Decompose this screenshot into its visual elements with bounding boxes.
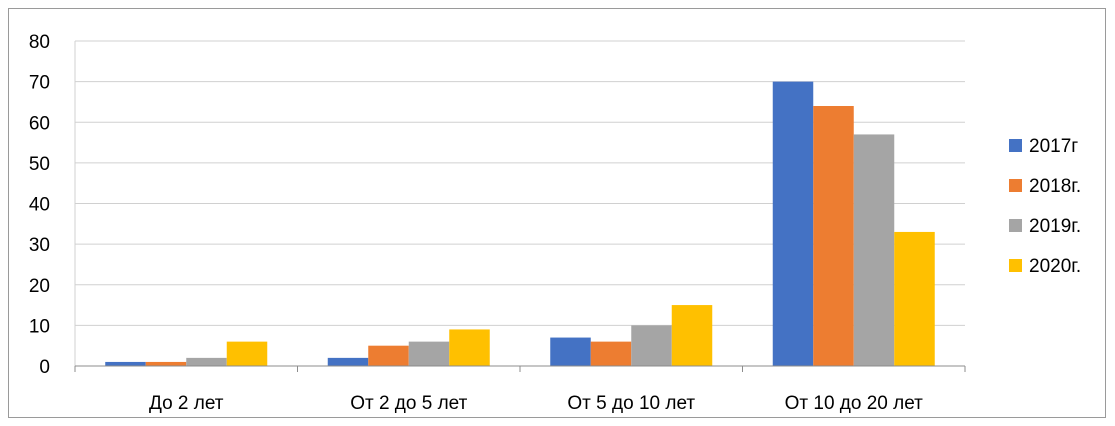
y-tick-label: 10 [29,316,50,337]
y-tick-label: 70 [29,73,50,94]
x-category-labels: До 2 лет От 2 до 5 лет От 5 до 10 лет От 10… [149,393,923,414]
bar-2018г.-До 2 лет [145,361,187,366]
y-tick-label: 80 [29,32,50,53]
bars [105,81,935,366]
legend-label: 2019г. [1029,216,1081,237]
bar-2019г.-От 2 до 5 лет [408,341,450,366]
y-tick-label: 0 [39,357,50,378]
legend-swatch [1009,139,1022,152]
bar-2020г.-До 2 лет [226,341,268,366]
y-tick-label: 40 [29,195,50,216]
axes [74,41,966,372]
bar-2017г-От 2 до 5 лет [327,357,369,366]
bar-2018г.-От 10 до 20 лет [813,106,854,366]
y-tick-label: 60 [29,113,50,134]
bar-2017г-От 10 до 20 лет [772,81,814,366]
legend-label: 2018г. [1029,176,1081,197]
legend-label: 2017г [1029,136,1078,157]
bar-2019г.-От 5 до 10 лет [631,325,672,366]
x-category-label: От 2 до 5 лет [350,393,467,414]
y-tick-label: 30 [29,235,50,256]
bar-2019г.-До 2 лет [186,357,227,366]
y-tick-labels: 0 10 20 30 40 50 60 70 80 [29,32,50,378]
legend-label: 2020г. [1029,256,1081,277]
x-category-label: От 10 до 20 лет [785,393,924,414]
x-category-label: От 5 до 10 лет [567,393,695,414]
y-tick-label: 50 [29,154,50,175]
legend-swatch [1009,219,1022,232]
bar-2020г.-От 10 до 20 лет [894,231,935,366]
x-category-label: До 2 лет [149,393,224,414]
legend: 2017г 2018г. 2019г. 2020г. [1009,136,1081,277]
bar-2019г.-От 10 до 20 лет [853,134,895,366]
legend-swatch [1009,259,1022,272]
bar-2018г.-От 2 до 5 лет [368,345,409,366]
bar-2017г-От 5 до 10 лет [550,337,591,366]
bar-2018г.-От 5 до 10 лет [590,341,632,366]
y-tick-label: 20 [29,276,50,297]
bar-2020г.-От 5 до 10 лет [671,305,713,366]
legend-swatch [1009,179,1022,192]
bar-2017г-До 2 лет [105,361,146,366]
bar-2020г.-От 2 до 5 лет [449,329,490,366]
